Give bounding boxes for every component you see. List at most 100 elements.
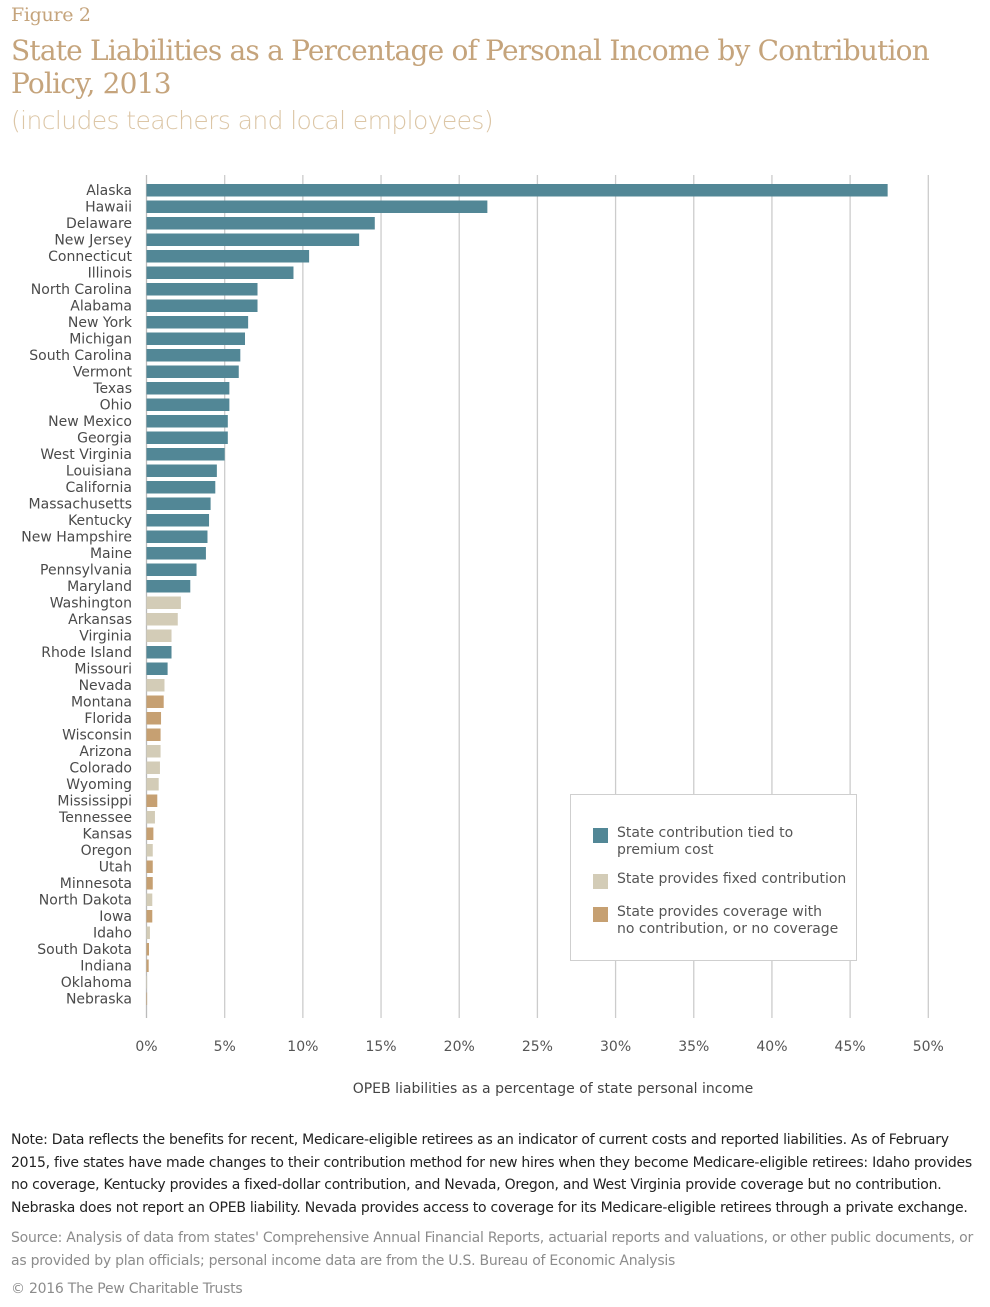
bar — [146, 646, 172, 659]
state-label: Maryland — [67, 579, 132, 595]
bar — [146, 497, 211, 510]
bar — [146, 778, 159, 791]
x-tick-labels: 0% 5% 10% 15% 20% 25% 30% 35% 40% 45% 50% — [135, 1039, 943, 1055]
state-label: South Dakota — [37, 942, 132, 958]
bar — [146, 200, 488, 213]
state-label: Rhode Island — [41, 645, 132, 661]
state-label: Arkansas — [68, 612, 132, 628]
bar — [146, 514, 210, 527]
legend-label: State provides coverage with no contribu… — [617, 904, 839, 937]
bar — [146, 613, 178, 626]
bar — [146, 217, 375, 230]
bar — [146, 811, 155, 824]
bar — [146, 761, 160, 774]
state-label: South Carolina — [29, 348, 132, 364]
bar — [146, 316, 249, 329]
bar — [146, 596, 181, 609]
bar — [146, 563, 197, 576]
state-label: Alaska — [86, 183, 132, 199]
bar — [146, 299, 258, 312]
state-label: Mississippi — [57, 794, 132, 810]
state-label: California — [66, 480, 132, 496]
bar — [146, 860, 153, 873]
bar — [146, 662, 168, 675]
state-label: Connecticut — [48, 249, 132, 265]
state-label: Oregon — [81, 843, 132, 859]
state-label: Iowa — [99, 909, 132, 925]
bar — [146, 844, 153, 857]
bar — [146, 415, 228, 428]
chart-note: Note: Data reflects the benefits for rec… — [11, 1132, 972, 1216]
bar — [146, 580, 191, 593]
legend-swatch-none — [593, 907, 608, 922]
state-label: Florida — [84, 711, 132, 727]
state-label: Georgia — [77, 431, 132, 447]
bar — [146, 992, 148, 1005]
bars — [146, 184, 888, 1005]
bar — [146, 184, 888, 197]
state-label: Louisiana — [66, 464, 132, 480]
figure-label: Figure 2 — [11, 4, 91, 26]
x-tick-label: 0% — [135, 1039, 157, 1055]
state-label: North Carolina — [31, 282, 132, 298]
legend-swatch-tied — [593, 828, 608, 843]
x-tick-label: 45% — [835, 1039, 866, 1055]
state-label: North Dakota — [39, 893, 132, 909]
bar — [146, 547, 206, 560]
bar — [146, 530, 208, 543]
bar — [146, 712, 162, 725]
state-label: Tennessee — [58, 810, 132, 826]
state-label: Illinois — [88, 266, 132, 282]
bar — [146, 481, 216, 494]
bar — [146, 926, 150, 939]
state-label: Kentucky — [68, 513, 132, 529]
bar — [146, 728, 161, 741]
bar — [146, 349, 241, 362]
legend-label: State contribution tied to premium cost — [617, 825, 794, 858]
copyright: © 2016 The Pew Charitable Trusts — [11, 1281, 243, 1297]
state-label: Virginia — [79, 629, 132, 645]
state-label: New York — [68, 315, 133, 331]
bar — [146, 679, 165, 692]
chart-source: Source: Analysis of data from states' Co… — [11, 1230, 973, 1269]
state-label: Alabama — [70, 299, 132, 315]
bar — [146, 448, 225, 461]
state-label: Arizona — [79, 744, 132, 760]
chart-title: State Liabilities as a Percentage of Per… — [11, 34, 930, 100]
bar — [146, 266, 294, 279]
legend-label: State provides fixed contribution — [617, 871, 847, 887]
bar — [146, 695, 164, 708]
state-label: Minnesota — [60, 876, 132, 892]
x-tick-label: 25% — [522, 1039, 553, 1055]
state-label: Colorado — [69, 761, 132, 777]
state-label: Wisconsin — [62, 728, 132, 744]
state-label: Kansas — [82, 827, 132, 843]
state-label: Maine — [90, 546, 132, 562]
x-tick-label: 30% — [600, 1039, 631, 1055]
x-tick-label: 35% — [678, 1039, 709, 1055]
state-label: New Mexico — [48, 414, 132, 430]
bar — [146, 382, 230, 395]
bar — [146, 827, 154, 840]
bar — [146, 893, 153, 906]
x-tick-label: 50% — [913, 1039, 944, 1055]
x-tick-label: 20% — [444, 1039, 475, 1055]
bar — [146, 877, 153, 890]
bar — [146, 332, 246, 345]
bar — [146, 283, 258, 296]
state-label: Utah — [99, 860, 132, 876]
bar — [146, 233, 360, 246]
state-label: Pennsylvania — [40, 563, 132, 579]
x-tick-label: 5% — [214, 1039, 236, 1055]
state-label: Oklahoma — [61, 975, 132, 991]
bar — [146, 959, 149, 972]
bar — [146, 431, 228, 444]
state-label: Massachusetts — [29, 497, 132, 513]
legend-item-none: State provides coverage with no contribu… — [593, 904, 842, 938]
state-label: Vermont — [73, 365, 133, 381]
state-label: Montana — [71, 695, 132, 711]
bar — [146, 745, 161, 758]
x-tick-label: 10% — [287, 1039, 318, 1055]
state-label: Missouri — [74, 662, 132, 678]
